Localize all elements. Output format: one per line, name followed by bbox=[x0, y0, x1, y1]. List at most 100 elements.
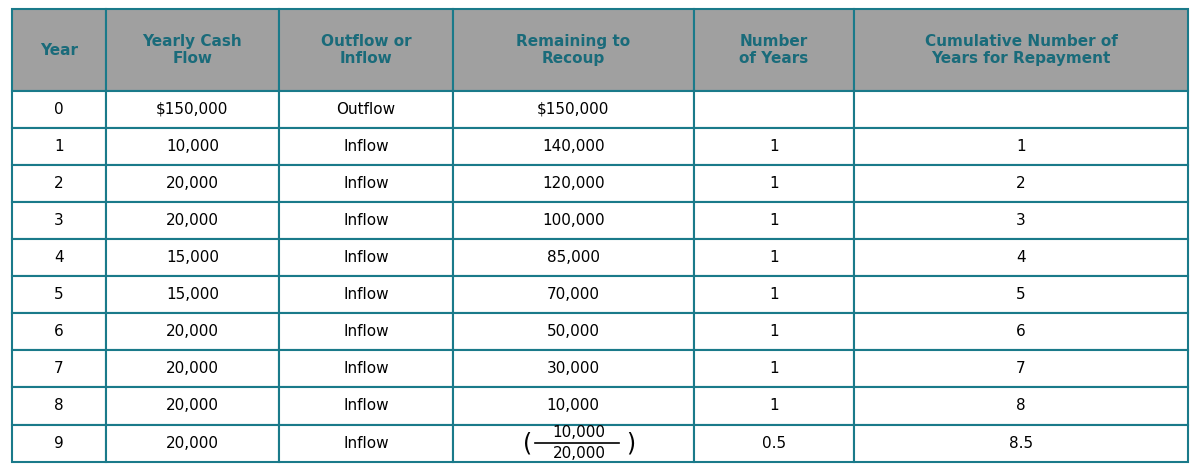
Text: Outflow: Outflow bbox=[336, 102, 396, 117]
Text: 3: 3 bbox=[1016, 213, 1026, 228]
Bar bbox=[854, 128, 1188, 165]
Bar bbox=[280, 350, 454, 388]
Bar bbox=[12, 276, 106, 313]
Bar bbox=[12, 239, 106, 276]
Bar bbox=[12, 128, 106, 165]
Bar bbox=[106, 424, 280, 462]
Bar bbox=[12, 202, 106, 239]
Text: 20,000: 20,000 bbox=[553, 446, 606, 461]
Text: 4: 4 bbox=[54, 250, 64, 265]
Bar bbox=[280, 91, 454, 128]
Text: 10,000: 10,000 bbox=[166, 139, 218, 154]
Text: 20,000: 20,000 bbox=[166, 176, 218, 191]
Text: 15,000: 15,000 bbox=[166, 250, 218, 265]
Bar bbox=[12, 9, 106, 91]
Text: Outflow or
Inflow: Outflow or Inflow bbox=[320, 34, 412, 66]
Text: 1: 1 bbox=[769, 139, 779, 154]
Text: 1: 1 bbox=[1016, 139, 1026, 154]
Bar bbox=[12, 165, 106, 202]
Text: 1: 1 bbox=[54, 139, 64, 154]
Bar bbox=[694, 239, 854, 276]
Text: 1: 1 bbox=[769, 398, 779, 414]
Text: 70,000: 70,000 bbox=[547, 287, 600, 302]
Text: Inflow: Inflow bbox=[343, 361, 389, 376]
Bar bbox=[694, 388, 854, 424]
Text: Cumulative Number of
Years for Repayment: Cumulative Number of Years for Repayment bbox=[924, 34, 1117, 66]
Text: 15,000: 15,000 bbox=[166, 287, 218, 302]
Bar bbox=[854, 388, 1188, 424]
Text: 20,000: 20,000 bbox=[166, 213, 218, 228]
Text: 8.5: 8.5 bbox=[1009, 436, 1033, 451]
Text: $150,000: $150,000 bbox=[538, 102, 610, 117]
Bar bbox=[854, 276, 1188, 313]
Text: 10,000: 10,000 bbox=[547, 398, 600, 414]
Text: Year: Year bbox=[40, 42, 78, 57]
Text: 50,000: 50,000 bbox=[547, 325, 600, 339]
Bar bbox=[454, 388, 694, 424]
Bar bbox=[280, 276, 454, 313]
Bar bbox=[106, 202, 280, 239]
Text: 10,000: 10,000 bbox=[553, 425, 606, 440]
Bar bbox=[854, 350, 1188, 388]
Bar bbox=[854, 165, 1188, 202]
Text: Inflow: Inflow bbox=[343, 436, 389, 451]
Text: Inflow: Inflow bbox=[343, 398, 389, 414]
Bar bbox=[454, 313, 694, 350]
Text: 4: 4 bbox=[1016, 250, 1026, 265]
Text: Yearly Cash
Flow: Yearly Cash Flow bbox=[143, 34, 242, 66]
Bar bbox=[854, 424, 1188, 462]
Text: ): ) bbox=[626, 431, 636, 455]
Text: 0.5: 0.5 bbox=[762, 436, 786, 451]
Bar bbox=[854, 202, 1188, 239]
Text: 0: 0 bbox=[54, 102, 64, 117]
Bar bbox=[106, 276, 280, 313]
Text: 20,000: 20,000 bbox=[166, 436, 218, 451]
Text: Inflow: Inflow bbox=[343, 213, 389, 228]
Text: Remaining to
Recoup: Remaining to Recoup bbox=[516, 34, 630, 66]
Bar bbox=[694, 350, 854, 388]
Text: Inflow: Inflow bbox=[343, 176, 389, 191]
Bar bbox=[12, 388, 106, 424]
Text: 8: 8 bbox=[1016, 398, 1026, 414]
Text: 8: 8 bbox=[54, 398, 64, 414]
Bar bbox=[106, 128, 280, 165]
Bar bbox=[12, 313, 106, 350]
Bar bbox=[854, 239, 1188, 276]
Bar bbox=[694, 276, 854, 313]
Bar bbox=[694, 313, 854, 350]
Bar bbox=[12, 350, 106, 388]
Bar bbox=[280, 388, 454, 424]
Text: 1: 1 bbox=[769, 361, 779, 376]
Bar bbox=[106, 91, 280, 128]
Text: 5: 5 bbox=[54, 287, 64, 302]
Text: 2: 2 bbox=[1016, 176, 1026, 191]
Bar bbox=[454, 424, 694, 462]
Bar bbox=[280, 202, 454, 239]
Bar bbox=[694, 91, 854, 128]
Bar bbox=[694, 128, 854, 165]
Text: 1: 1 bbox=[769, 250, 779, 265]
Bar bbox=[106, 165, 280, 202]
Bar bbox=[280, 165, 454, 202]
Bar bbox=[106, 313, 280, 350]
Text: 100,000: 100,000 bbox=[542, 213, 605, 228]
Bar bbox=[280, 313, 454, 350]
Text: 7: 7 bbox=[54, 361, 64, 376]
Bar bbox=[854, 91, 1188, 128]
Text: 9: 9 bbox=[54, 436, 64, 451]
Text: 1: 1 bbox=[769, 176, 779, 191]
Text: (: ( bbox=[523, 431, 533, 455]
Text: 1: 1 bbox=[769, 287, 779, 302]
Bar bbox=[454, 350, 694, 388]
Text: 20,000: 20,000 bbox=[166, 398, 218, 414]
Bar bbox=[694, 165, 854, 202]
Text: 85,000: 85,000 bbox=[547, 250, 600, 265]
Bar bbox=[854, 313, 1188, 350]
Text: Inflow: Inflow bbox=[343, 325, 389, 339]
Bar bbox=[12, 424, 106, 462]
Bar bbox=[694, 424, 854, 462]
Text: 2: 2 bbox=[54, 176, 64, 191]
Text: 1: 1 bbox=[769, 325, 779, 339]
Text: 140,000: 140,000 bbox=[542, 139, 605, 154]
Text: 6: 6 bbox=[54, 325, 64, 339]
